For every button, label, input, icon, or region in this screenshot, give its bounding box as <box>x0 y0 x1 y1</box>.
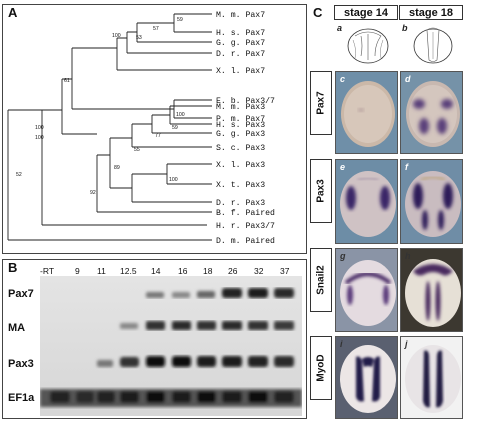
gel-lane-header: 32 <box>254 266 264 276</box>
embryo-letter: d <box>405 74 411 84</box>
gel-lane-header: 18 <box>203 266 213 276</box>
gel-bands-pax7 <box>146 288 294 298</box>
embryo-letter: h <box>405 251 411 261</box>
row-label-snail2: Snail2 <box>310 248 332 312</box>
taxon-label: H. s. Pax7 <box>216 29 265 38</box>
embryo-image <box>340 171 396 237</box>
taxon-label: M. m. Pax3 <box>216 103 265 112</box>
embryo-image <box>405 259 461 327</box>
gel-lane-header: 14 <box>151 266 161 276</box>
embryo-letter: c <box>340 74 346 84</box>
gel-row-label: Pax7 <box>8 288 34 300</box>
panel-b-letter: B <box>8 260 18 275</box>
embryo-i-myod-st14: i <box>335 336 398 419</box>
taxon-label: H. r. Pax3/7 <box>216 221 275 231</box>
gel-row-label: EF1a <box>8 392 35 404</box>
bootstrap-label: 52 <box>16 172 22 178</box>
bootstrap-label: 89 <box>114 165 120 171</box>
taxon-label: X. l. Pax3 <box>216 160 265 170</box>
taxon-label: G. g. Pax3 <box>216 130 265 139</box>
gel-row-label: Pax3 <box>8 358 34 370</box>
embryo-h-snail2-st18: h <box>400 248 463 332</box>
taxon-label: B. f. Paired <box>216 208 275 218</box>
sketch-stage-18 <box>413 27 453 64</box>
bootstrap-label: 100 <box>169 177 178 183</box>
embryo-image <box>405 171 461 237</box>
taxon-label: S. c. Pax3 <box>216 144 265 153</box>
bootstrap-label: 100 <box>176 112 185 118</box>
embryo-c-pax7-st14: c <box>335 71 398 154</box>
embryo-image <box>340 260 396 326</box>
gel-lane-header: 16 <box>178 266 188 276</box>
sketch-letter: b <box>402 23 408 33</box>
gel-lane-header: -RT <box>40 266 55 276</box>
embryo-e-pax3-st14: e <box>335 159 398 244</box>
gel-bands-ma <box>120 321 294 330</box>
phylogenetic-tree: 59 57 53 100 61 100 100 59 77 55 100 89 … <box>7 11 275 246</box>
embryo-letter: f <box>405 162 408 172</box>
taxon-label: M. m. Pax7 <box>216 11 265 20</box>
bootstrap-label: 100 <box>35 125 44 131</box>
bootstrap-label: 59 <box>177 17 183 23</box>
bootstrap-label: 100 <box>35 135 44 141</box>
bootstrap-label: 59 <box>172 125 178 131</box>
tree-taxon-labels: M. m. Pax7 H. s. Pax7 G. g. Pax7 D. r. P… <box>216 11 275 246</box>
embryo-letter: g <box>340 251 346 261</box>
embryo-g-snail2-st14: g <box>335 248 398 332</box>
bootstrap-label: 53 <box>136 35 142 41</box>
embryo-f-pax3-st18: f <box>400 159 463 244</box>
taxon-label: D. m. Paired <box>216 236 275 246</box>
gel-lane-header: 11 <box>97 266 106 276</box>
bootstrap-label: 55 <box>134 147 140 153</box>
bootstrap-label: 92 <box>90 190 96 196</box>
taxon-label: E. b. Pax3/7 <box>216 96 275 106</box>
stage-18-header: stage 18 <box>399 5 463 20</box>
taxon-label: D. r. Pax3 <box>216 199 265 208</box>
tree-bootstrap-labels: 59 57 53 100 61 100 100 59 77 55 100 89 … <box>16 17 185 196</box>
bootstrap-label: 100 <box>112 33 121 39</box>
bootstrap-label: 77 <box>155 133 161 139</box>
gel-lane-header: 37 <box>280 266 290 276</box>
taxon-label: G. g. Pax7 <box>216 39 265 48</box>
gel-image <box>40 276 302 416</box>
gel-lane-header: 9 <box>75 266 80 276</box>
embryo-d-pax7-st18: d <box>400 71 463 154</box>
embryo-letter: e <box>340 162 346 172</box>
gel-row-label: MA <box>8 322 26 334</box>
embryo-image <box>406 81 460 147</box>
sketch-stage-14 <box>347 28 389 64</box>
row-label-pax3: Pax3 <box>310 159 332 223</box>
tree-branches <box>7 13 212 241</box>
embryo-image <box>341 81 395 147</box>
taxon-label: H. s. Pax3 <box>216 121 265 130</box>
stage-14-header: stage 14 <box>334 5 398 20</box>
panel-c-letter: C <box>313 5 323 20</box>
bootstrap-label: 57 <box>153 26 159 32</box>
taxon-label: X. l. Pax7 <box>216 66 265 76</box>
gel-bands-pax3 <box>97 356 294 367</box>
embryo-letter: i <box>340 339 343 349</box>
taxon-label: X. t. Pax3 <box>216 181 265 190</box>
bootstrap-label: 61 <box>64 78 70 84</box>
taxon-label: D. r. Pax7 <box>216 50 265 59</box>
embryo-image <box>340 345 396 413</box>
row-label-myod: MyoD <box>310 336 332 400</box>
embryo-letter: j <box>405 339 408 349</box>
gel-bands-ef1a <box>40 389 302 407</box>
taxon-label: P. m. Pax7 <box>216 115 265 124</box>
panel-a-letter: A <box>8 5 18 20</box>
embryo-j-myod-st18: j <box>400 336 463 419</box>
gel-lane-header: 26 <box>228 266 238 276</box>
sketch-letter: a <box>337 23 343 33</box>
embryo-image <box>405 345 461 413</box>
row-label-pax7: Pax7 <box>310 71 332 135</box>
gel-lane-header: 12.5 <box>120 266 137 276</box>
